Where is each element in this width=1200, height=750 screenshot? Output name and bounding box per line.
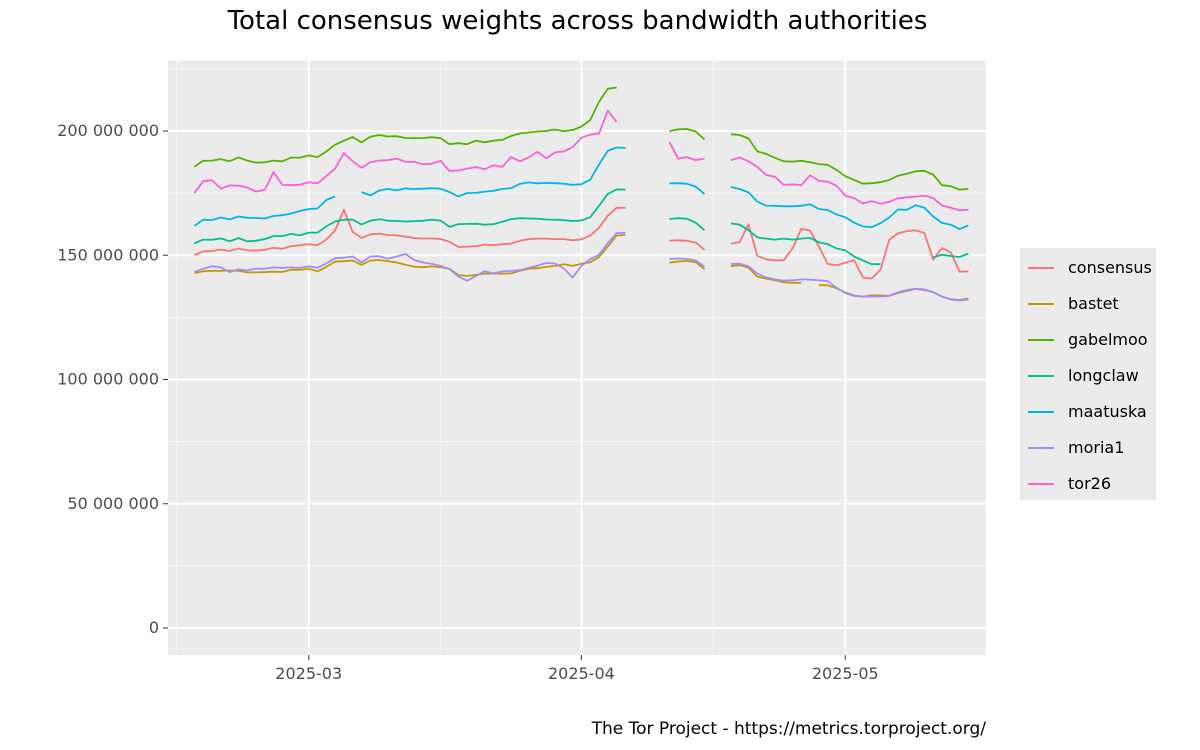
legend-label: bastet (1068, 294, 1119, 313)
legend-swatch (1028, 339, 1054, 341)
x-tick-label: 2025-03 (275, 664, 342, 683)
series-line-longclaw (932, 252, 969, 259)
series-line-longclaw (730, 222, 881, 266)
y-tick-label: 50 000 000 (67, 494, 159, 513)
y-tick-label: 100 000 000 (57, 370, 159, 389)
series-line-bastet (194, 234, 626, 277)
x-tick-label: 2025-05 (812, 664, 879, 683)
series-line-bastet (730, 264, 802, 284)
series-line-gabelmoo (193, 86, 617, 168)
legend-swatch (1028, 267, 1054, 269)
series-line-gabelmoo (669, 128, 706, 141)
series-line-moria1 (194, 231, 626, 282)
series-line-bastet (669, 260, 706, 270)
series-line-longclaw (669, 217, 706, 231)
y-tick-label: 150 000 000 (57, 245, 159, 264)
legend-label: consensus (1068, 258, 1152, 277)
series-line-moria1 (730, 262, 969, 302)
legend-swatch (1028, 483, 1054, 485)
legend-label: longclaw (1068, 366, 1139, 385)
series-line-moria1 (669, 257, 706, 268)
legend-label: tor26 (1068, 474, 1111, 493)
legend-item-maatuska: maatuska (1020, 394, 1156, 430)
legend-item-gabelmoo: gabelmoo (1020, 322, 1156, 358)
legend-swatch (1028, 375, 1054, 377)
x-tick-label: 2025-04 (548, 664, 615, 683)
series-line-tor26 (730, 156, 969, 212)
series-line-tor26 (193, 109, 618, 194)
y-tick-label: 200 000 000 (57, 121, 159, 140)
grid-lines (168, 61, 986, 655)
series-line-gabelmoo (730, 133, 969, 191)
legend-swatch (1028, 447, 1054, 449)
chart-title: Total consensus weights across bandwidth… (227, 6, 928, 36)
axes: 0 50 000 000 100 000 000 150 000 000 200 000… (57, 121, 878, 683)
series-line-consensus (730, 223, 969, 280)
legend-label: gabelmoo (1068, 330, 1148, 349)
series-line-longclaw (194, 188, 626, 245)
legend-item-tor26: tor26 (1020, 466, 1156, 502)
legend-label: maatuska (1068, 402, 1147, 421)
series-line-maatuska (669, 182, 706, 195)
source-caption: The Tor Project - https://metrics.torpro… (591, 719, 986, 739)
series-line-maatuska (730, 186, 969, 231)
legend-swatch (1028, 411, 1054, 413)
panel-background (168, 61, 986, 655)
series-line-consensus (669, 239, 706, 251)
series-line-maatuska (193, 195, 336, 227)
series-line-consensus (194, 206, 626, 257)
legend-label: moria1 (1068, 438, 1125, 457)
legend-item-moria1: moria1 (1020, 430, 1156, 466)
legend: consensus bastet gabelmoo longclaw maatuska m… (1020, 248, 1156, 500)
legend-item-bastet: bastet (1020, 286, 1156, 322)
y-tick-label: 0 (149, 618, 159, 637)
series-line-tor26 (668, 141, 705, 161)
series-lines (193, 86, 969, 302)
legend-item-longclaw: longclaw (1020, 358, 1156, 394)
legend-swatch (1028, 303, 1054, 305)
legend-item-consensus: consensus (1020, 250, 1156, 286)
series-line-maatuska (361, 146, 626, 198)
